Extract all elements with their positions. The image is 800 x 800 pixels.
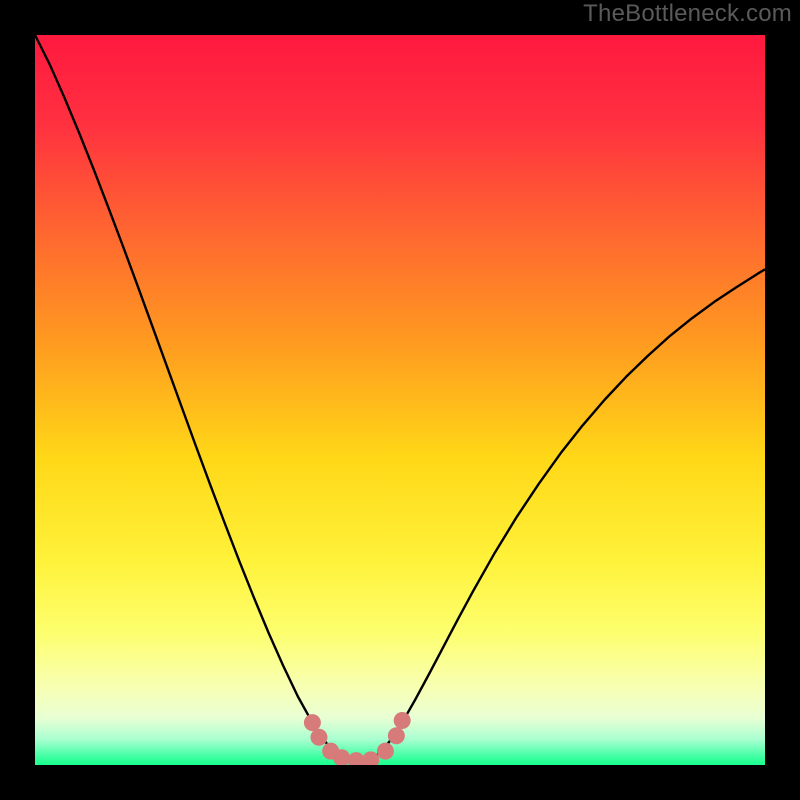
- flat-zone-marker: [310, 729, 327, 746]
- flat-zone-marker: [377, 743, 394, 760]
- flat-zone-marker: [388, 727, 405, 744]
- flat-zone-marker: [304, 714, 321, 731]
- gradient-background: [35, 35, 765, 765]
- flat-zone-marker: [333, 749, 350, 766]
- flat-zone-marker: [394, 712, 411, 729]
- chart-svg: [0, 0, 800, 800]
- watermark-text: TheBottleneck.com: [583, 0, 792, 28]
- chart-stage: TheBottleneck.com: [0, 0, 800, 800]
